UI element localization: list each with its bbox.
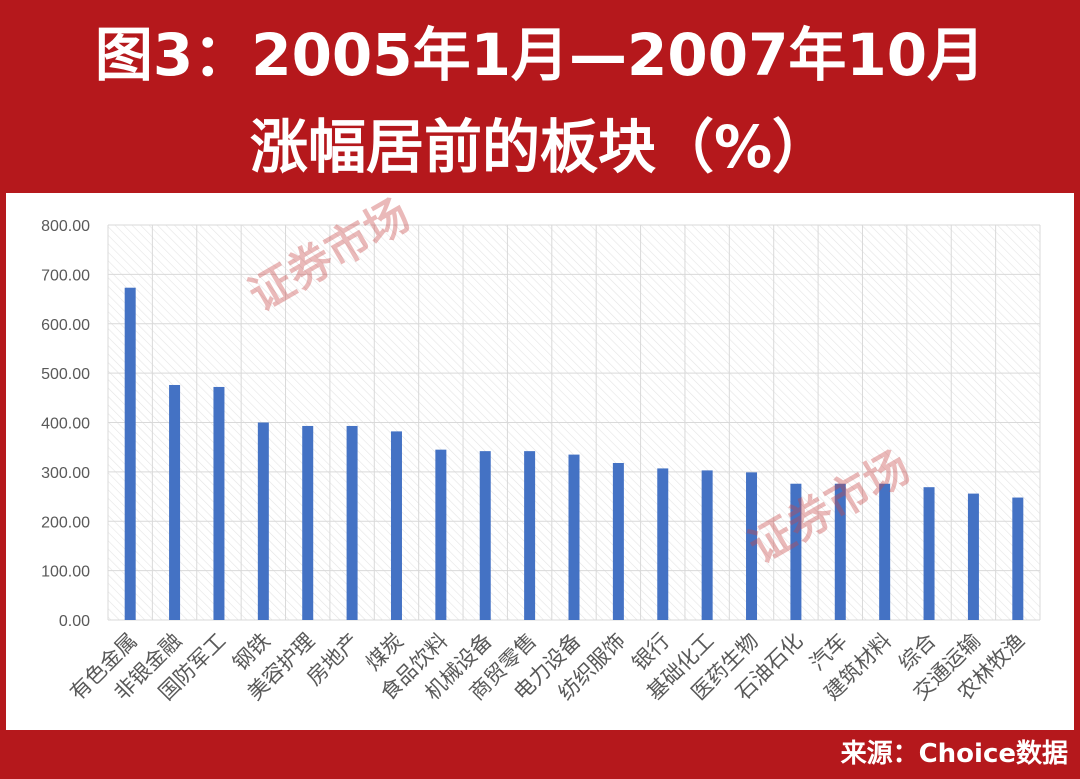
- bar: [213, 386, 225, 620]
- bar: [479, 451, 491, 620]
- bar: [834, 483, 846, 620]
- bar: [1012, 497, 1024, 620]
- bar: [923, 487, 935, 620]
- bar: [967, 493, 979, 620]
- y-tick-label: 100.00: [41, 564, 90, 581]
- y-tick-label: 400.00: [41, 416, 90, 433]
- bar: [302, 425, 314, 620]
- bar: [790, 483, 802, 620]
- bar: [169, 384, 181, 620]
- y-tick-label: 200.00: [41, 514, 90, 531]
- bar: [879, 483, 891, 620]
- y-tick-label: 300.00: [41, 465, 90, 482]
- y-tick-label: 700.00: [41, 267, 90, 284]
- bar: [568, 454, 580, 620]
- bar: [612, 462, 624, 620]
- bar: [435, 449, 447, 620]
- y-tick-label: 0.00: [59, 613, 90, 630]
- bar: [257, 422, 269, 620]
- bar: [124, 287, 136, 620]
- bar: [524, 451, 536, 620]
- bar-chart: 0.00 100.00 200.00 300.00 400.00 500.00 600.00…: [41, 218, 1041, 705]
- bar: [746, 472, 758, 620]
- bar: [346, 425, 358, 620]
- bar: [657, 468, 669, 620]
- bar: [701, 470, 713, 620]
- plot-panel: 0.00 100.00 200.00 300.00 400.00 500.00 600.00…: [6, 193, 1074, 730]
- bar: [390, 431, 402, 620]
- title-line-2: 涨幅居前的板块（%）: [249, 113, 831, 181]
- chart-title: 图3：2005年1月—2007年10月 涨幅居前的板块（%）: [0, 0, 1080, 192]
- y-tick-label: 500.00: [41, 366, 90, 383]
- source-note: 来源：Choice数据: [840, 739, 1068, 769]
- title-line-1: 图3：2005年1月—2007年10月: [94, 21, 986, 89]
- y-tick-label: 800.00: [41, 218, 90, 235]
- y-tick-label: 600.00: [41, 317, 90, 334]
